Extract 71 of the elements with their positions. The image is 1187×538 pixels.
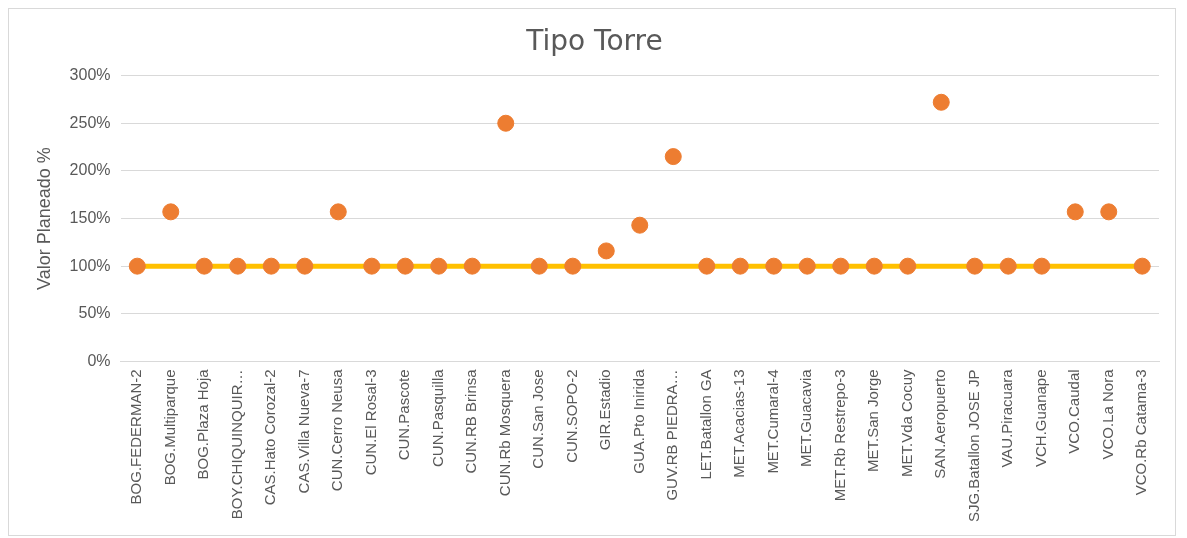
point	[899, 257, 917, 275]
x-tick-label: VCO.Rb Catama-3	[1132, 369, 1150, 496]
x-tick-label: MET.Rb Restrepo-3	[830, 369, 848, 502]
point	[195, 257, 213, 275]
point	[162, 203, 180, 221]
point	[999, 257, 1017, 275]
x-tick-label: SJG.Batallon JOSE JP	[964, 369, 982, 523]
point	[430, 257, 448, 275]
x-tick-label: GUV.RB PIEDRA…	[663, 369, 681, 501]
point	[798, 257, 816, 275]
point	[497, 114, 515, 132]
x-tick-label: CAS.Villa Nueva-7	[294, 369, 312, 494]
x-tick-label: CUN.Pasquilla	[428, 368, 446, 467]
point	[597, 242, 615, 260]
point	[698, 257, 716, 275]
y-tick-label: 250%	[69, 113, 111, 131]
x-tick-label: BOG.FEDERMAN-2	[127, 369, 145, 505]
chart-title: Tipo Torre	[525, 24, 663, 58]
x-tick-label: BOY.CHIQUINQUIR…	[227, 369, 245, 520]
x-tick-label: GIR.Estadio	[596, 369, 614, 451]
point	[1133, 257, 1151, 275]
y-tick-label: 300%	[69, 66, 111, 84]
point	[832, 257, 850, 275]
x-tick-label: CUN.El Rosal-3	[361, 369, 379, 476]
y-tick-label: 0%	[87, 351, 111, 369]
x-tick-label: CUN.Cerro Neusa	[328, 368, 346, 492]
point	[1066, 203, 1084, 221]
point	[865, 257, 883, 275]
point	[731, 257, 749, 275]
x-tick-label: CUN.San Jose	[529, 369, 547, 469]
x-tick-label: VAU.Piracuara	[998, 368, 1016, 468]
y-tick-label: 150%	[69, 208, 111, 226]
x-tick-label: CAS.Hato Corozal-2	[261, 369, 279, 506]
point	[363, 257, 381, 275]
point	[463, 257, 481, 275]
y-axis-title: Valor Planeado %	[33, 147, 54, 290]
x-tick-label: MET.Acacias-13	[730, 369, 748, 478]
point	[1033, 257, 1051, 275]
x-tick-label: VCO.Caudal	[1065, 369, 1083, 454]
x-tick-label: CUN.RB Brinsa	[462, 368, 480, 474]
x-tick-label: BOG.Plaza Hoja	[194, 368, 212, 480]
point	[664, 148, 682, 166]
x-tick-label: LET.Batallon GA	[696, 369, 714, 480]
point	[932, 93, 950, 111]
point	[128, 257, 146, 275]
y-tick-label: 100%	[69, 256, 111, 274]
x-tick-label: SAN.Aeropuerto	[931, 369, 949, 479]
point	[530, 257, 548, 275]
point	[1100, 203, 1118, 221]
x-tick-label: MET.Guacavia	[797, 368, 815, 467]
point	[229, 257, 247, 275]
x-tick-label: MET.San Jorge	[864, 369, 882, 472]
x-tick-label: VCH.Guanape	[1031, 369, 1049, 467]
x-tick-label: CUN.Rb Mosquera	[495, 368, 513, 497]
point	[564, 257, 582, 275]
point	[966, 257, 984, 275]
x-tick-label: GUA.Pto Inirida	[629, 368, 647, 474]
y-tick-label: 50%	[78, 304, 111, 322]
point	[765, 257, 783, 275]
x-tick-label: VCO.La Nora	[1098, 368, 1116, 460]
x-tick-label: BOG.Multiparque	[160, 369, 178, 486]
x-tick-label: CUN.Pascote	[395, 369, 413, 461]
point	[631, 216, 649, 234]
point	[296, 257, 314, 275]
x-tick-label: CUN.SOPO-2	[562, 369, 580, 463]
y-tick-label: 200%	[69, 161, 111, 179]
point	[329, 203, 347, 221]
x-tick-label: MET.Vda Cocuy	[897, 368, 915, 477]
point	[262, 257, 280, 275]
x-tick-label: MET.Cumaral-4	[763, 369, 781, 474]
point	[396, 257, 414, 275]
